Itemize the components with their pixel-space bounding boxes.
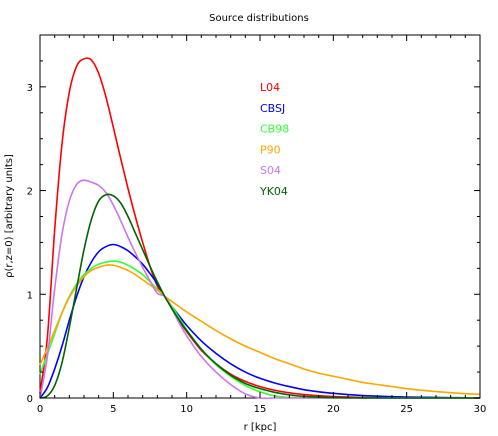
x-tick-label: 10 [180,404,193,415]
series-line-yk04 [39,193,480,399]
x-tick-label: 25 [400,404,413,415]
legend-entry-cb98: CB98 [260,123,289,136]
series-line-p90 [39,264,481,396]
legend-entry-s04: S04 [260,164,281,177]
legend-entry-l04: L04 [260,81,280,94]
legend-entry-cbsj: CBSJ [260,102,285,115]
x-axis-title: r [kpc] [244,422,277,433]
y-axis-title: ρ(r,z=0) [arbitrary units] [4,154,15,278]
y-tick-label: 1 [27,290,33,301]
series-layer [39,57,481,400]
legend-entry-yk04: YK04 [259,185,288,198]
x-tick-label: 20 [327,404,340,415]
x-tick-label: 15 [254,404,267,415]
x-tick-label: 0 [37,404,43,415]
legend: L04 CBSJ CB98 P90 S04 YK04 [259,81,289,198]
y-tick-label: 3 [27,83,33,94]
series-line-cbsj [39,243,481,399]
y-tick-label: 0 [27,394,33,405]
y-tick-label: 2 [27,187,33,198]
ticks-layer: 0 5 10 15 20 25 30 0 1 2 3 [27,34,487,415]
series-line-s04 [39,179,480,400]
x-tick-label: 5 [110,404,116,415]
chart-title: Source distributions [209,13,309,24]
x-tick-label: 30 [474,404,487,415]
legend-entry-p90: P90 [260,143,281,156]
